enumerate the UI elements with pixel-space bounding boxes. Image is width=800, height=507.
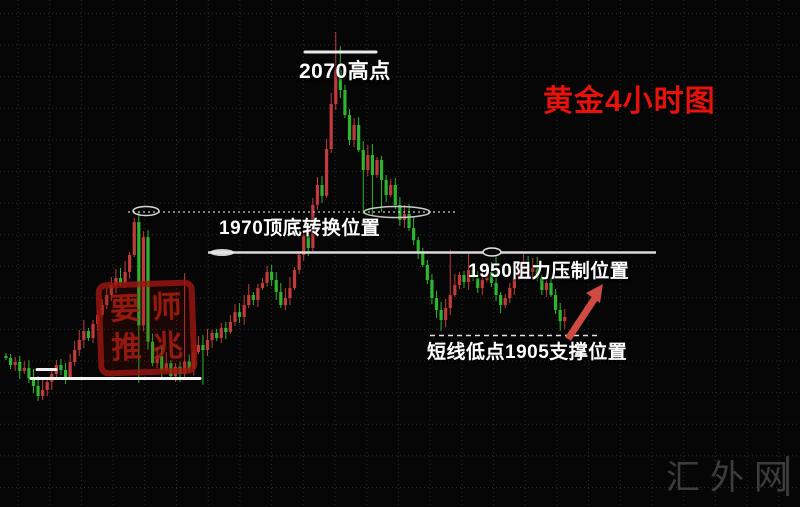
seal-char: 要 — [109, 291, 141, 326]
up-arrow-icon — [565, 284, 603, 341]
resistance-ellipse-start-icon — [210, 249, 234, 256]
annotation-shapes — [29, 50, 656, 380]
seal-char: 师 — [150, 290, 183, 325]
annotation-resistance: 1950阻力压制位置 — [468, 261, 630, 282]
resistance-ellipse-mid-icon — [482, 247, 502, 257]
seal-char: 推 — [110, 330, 142, 365]
page-title: 黄金4小时图 — [543, 85, 716, 118]
annotation-support: 短线低点1905支撑位置 — [427, 342, 628, 363]
pivot-ellipse-left-icon — [132, 205, 160, 217]
watermark-divider — [786, 456, 789, 496]
seal-stamp: 要 师 推 兆 — [95, 279, 198, 377]
seal-char: 兆 — [152, 329, 184, 364]
annotation-pivot: 1970顶底转换位置 — [219, 218, 381, 239]
site-watermark: 汇外网 — [666, 460, 798, 497]
annotation-high: 2070高点 — [299, 60, 391, 83]
pivot-ellipse-right-icon — [363, 205, 431, 219]
